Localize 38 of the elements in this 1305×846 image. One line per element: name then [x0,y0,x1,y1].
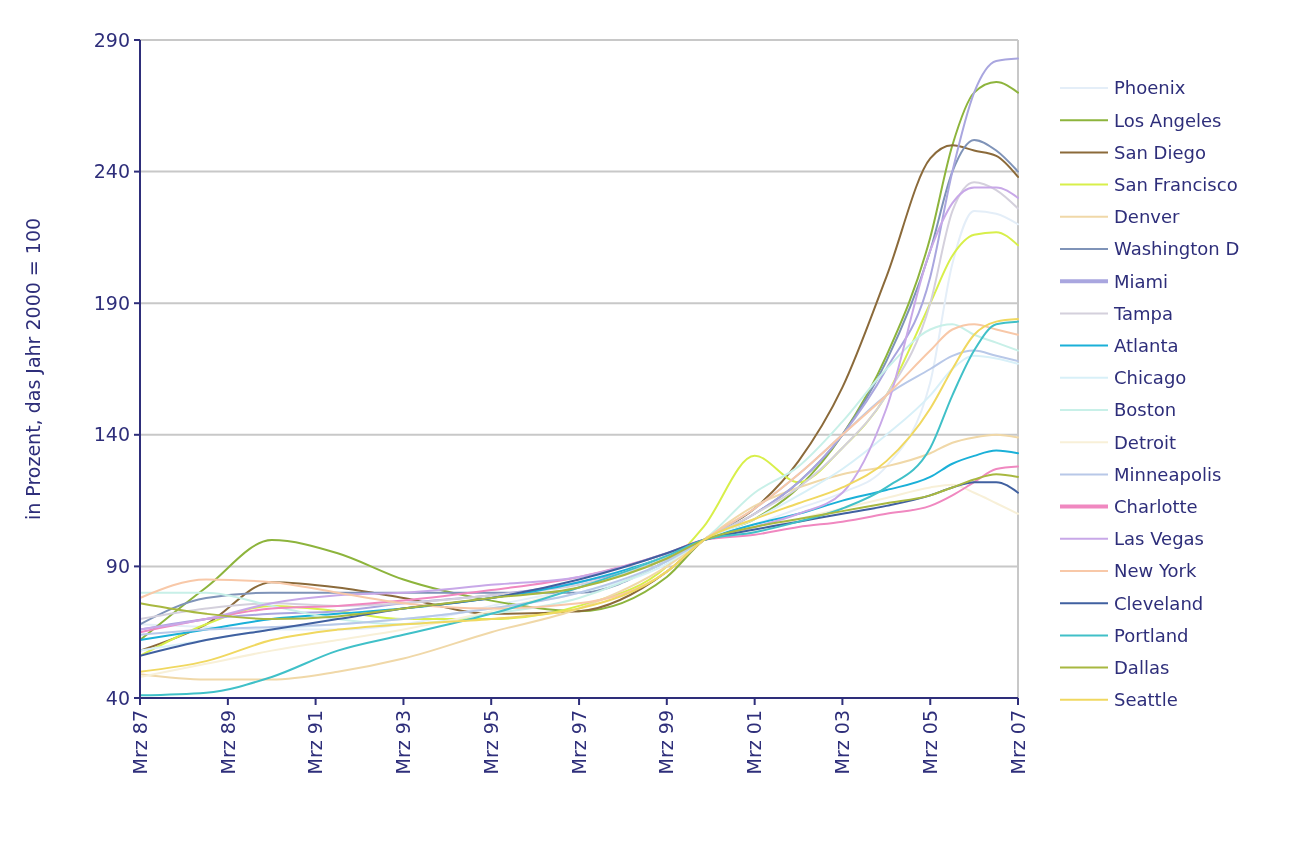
y-tick-label: 140 [93,423,130,446]
legend-label: Phoenix [1114,77,1186,99]
legend-label: Atlanta [1114,334,1179,356]
x-tick-label: Mrz 89 [216,710,239,775]
legend-label: Dallas [1114,656,1170,678]
legend-label: Boston [1114,399,1177,421]
x-tick-label: Mrz 97 [567,710,590,775]
x-tick-label: Mrz 99 [655,710,678,775]
y-tick-label: 90 [105,555,130,578]
x-tick-label: Mrz 95 [479,710,502,775]
legend-label: Tampa [1113,302,1174,324]
legend-label: New York [1114,560,1197,582]
x-tick-label: Mrz 05 [918,710,941,775]
x-tick-label: Mrz 91 [304,710,327,775]
y-tick-label: 40 [105,686,130,709]
legend-label: Los Angeles [1114,109,1222,131]
legend-label: San Francisco [1114,173,1238,195]
legend-label: Detroit [1114,431,1177,453]
legend-label: Denver [1114,206,1181,228]
x-tick-label: Mrz 87 [128,710,151,775]
x-tick-label: Mrz 03 [831,710,854,775]
y-axis-title: in Prozent, das Jahr 2000 = 100 [22,217,44,521]
legend-label: Seattle [1114,689,1178,711]
legend-label: Miami [1114,270,1169,292]
legend-label: Chicago [1114,367,1187,389]
legend-label: Charlotte [1114,495,1198,517]
x-tick-label: Mrz 01 [743,710,766,775]
x-tick-label: Mrz 07 [1006,710,1029,775]
legend-label: Portland [1114,624,1189,646]
legend-label: San Diego [1114,141,1206,163]
legend-label: Minneapolis [1114,463,1222,485]
y-tick-label: 290 [93,28,130,51]
y-tick-label: 190 [93,291,130,314]
x-tick-label: Mrz 93 [392,710,415,775]
legend-label: Las Vegas [1114,528,1204,550]
legend-label: Washington D [1114,238,1240,260]
legend-label: Cleveland [1114,592,1204,614]
y-tick-label: 240 [93,160,130,183]
